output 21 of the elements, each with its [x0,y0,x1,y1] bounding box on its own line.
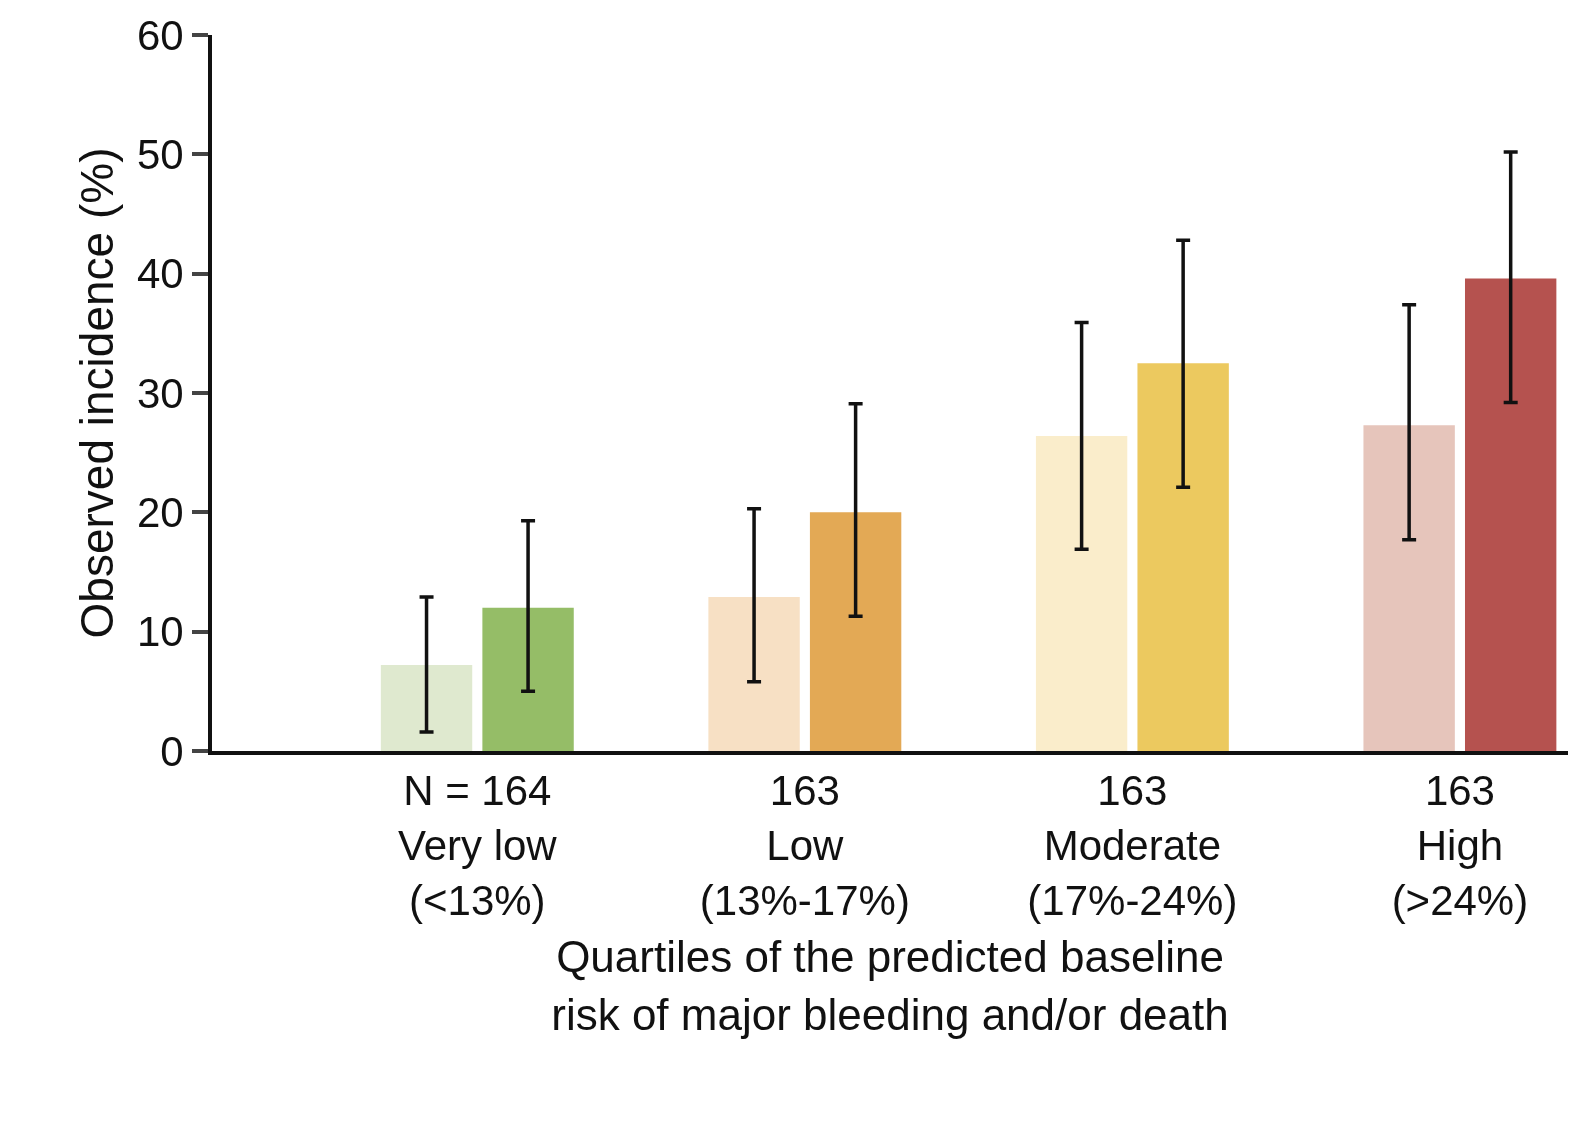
bar [1363,425,1455,751]
y-tick-label: 20 [136,489,184,537]
y-tick-label: 50 [136,131,184,179]
y-tick-label: 30 [136,369,184,417]
x-tick-label: N = 164 Very low (<13%) [397,767,558,924]
x-axis-title: Quartiles of the predicted baseline risk of major bleeding and/or death [551,932,1229,1039]
bar [809,512,902,751]
bar [708,597,800,751]
x-tick-label: 163 High (>24%) [1391,767,1529,924]
bar [1137,363,1229,751]
x-tick-label: 163 Moderate (17%-24%) [1027,767,1238,924]
bar [482,607,574,751]
y-axis-title: Observed incidence (%) [70,147,123,639]
y-tick-label: 0 [160,727,184,775]
x-tick-label: 163 Low (13%-17%) [699,767,910,924]
y-tick-label: 10 [136,608,184,656]
y-tick-label: 40 [136,250,184,298]
bar [1035,435,1128,751]
bar [1464,278,1557,751]
y-tick-label: 60 [136,11,184,59]
bar [380,665,473,751]
